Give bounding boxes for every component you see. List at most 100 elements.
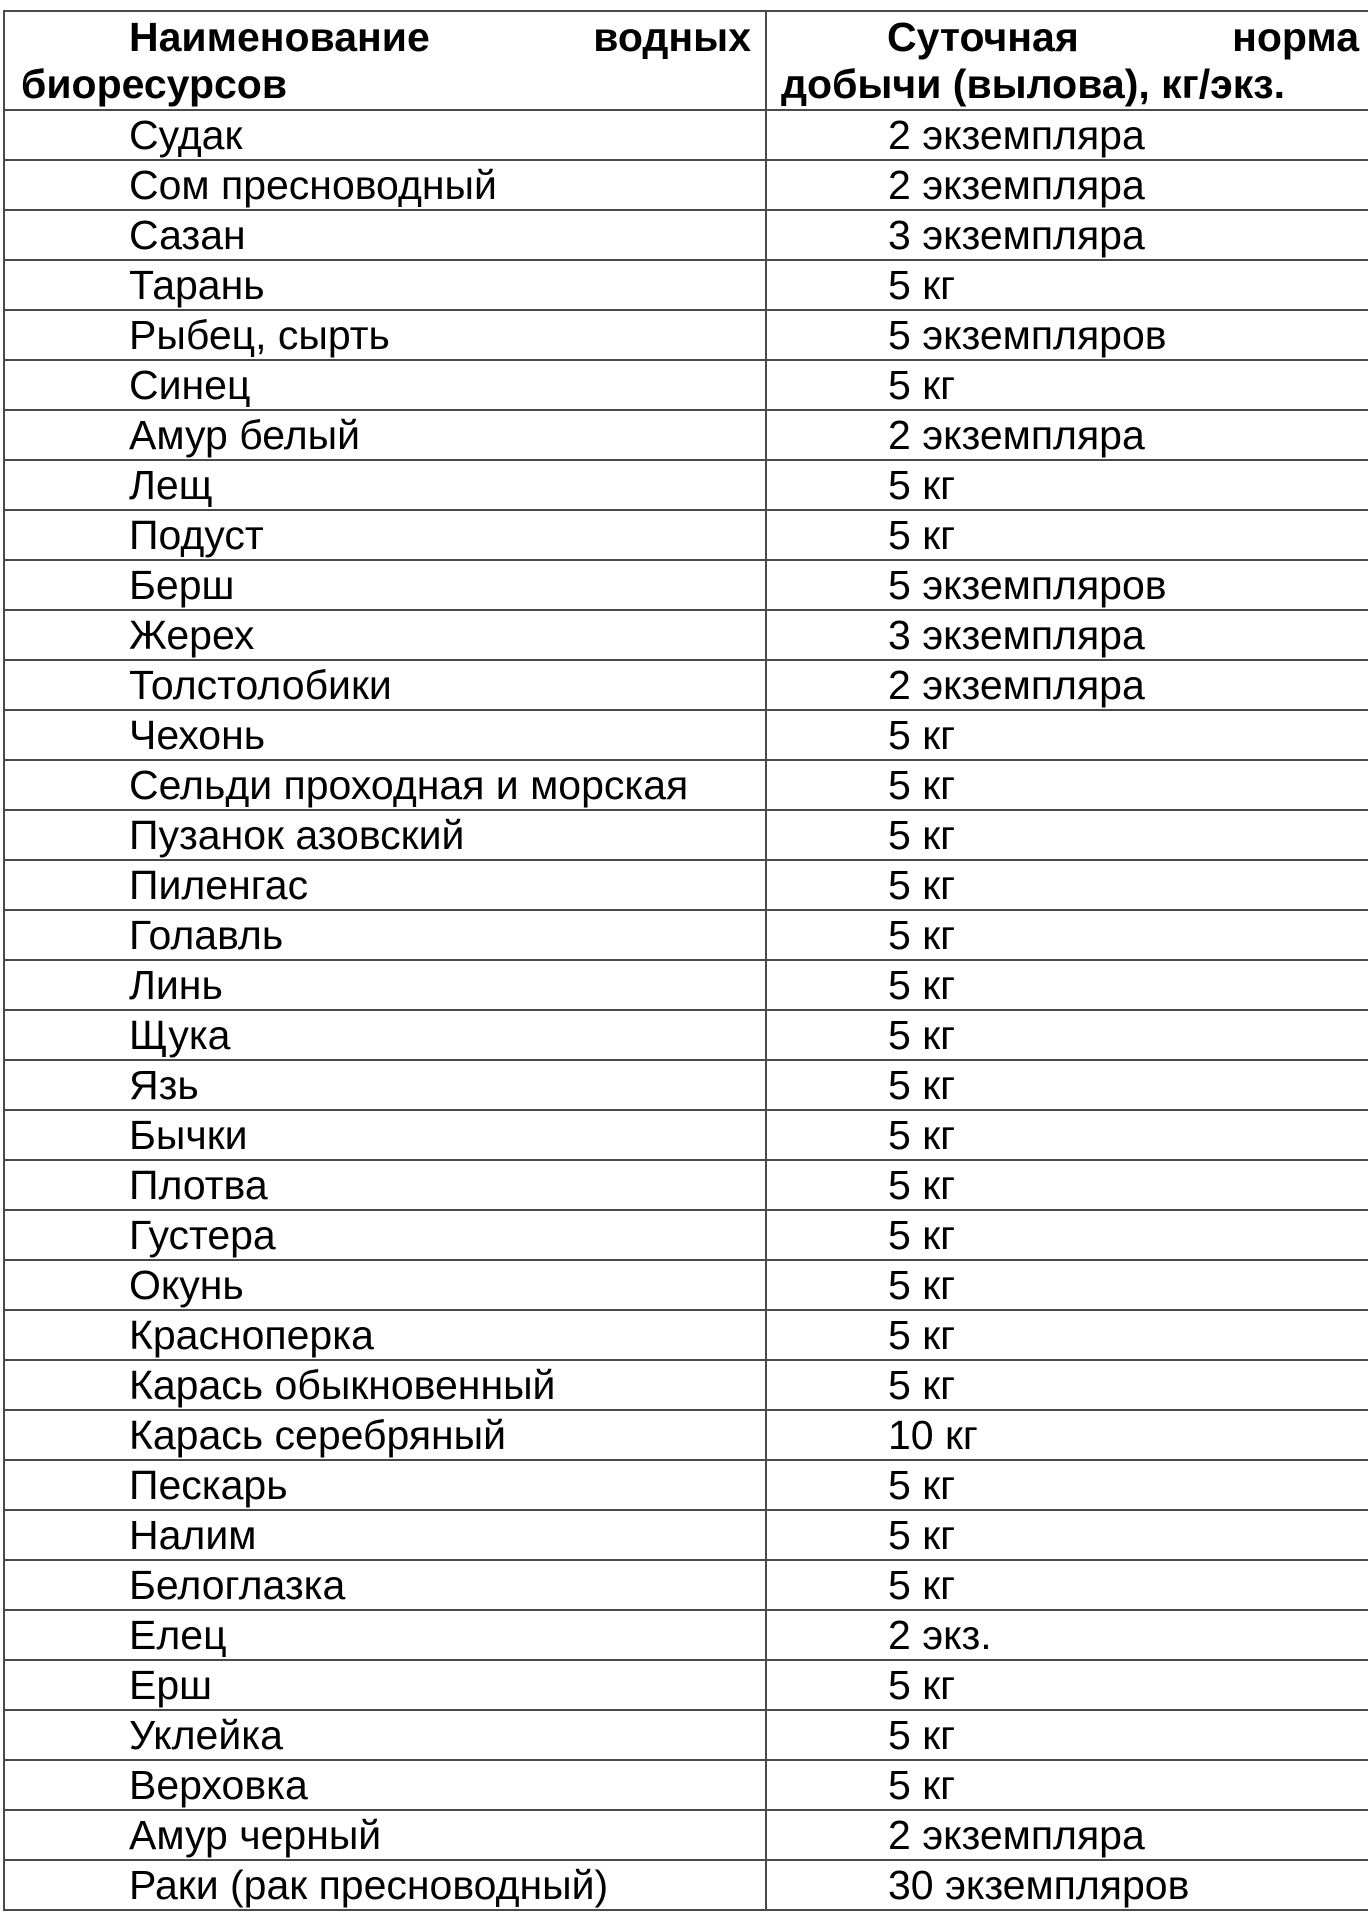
species-cell: Пузанок азовский	[3, 809, 767, 861]
table-row: Налим 5 кг	[3, 1509, 1368, 1561]
table-row: Пузанок азовский 5 кг	[3, 809, 1368, 861]
table-row: Елец 2 экз.	[3, 1609, 1368, 1661]
norm-cell: 5 кг	[765, 1159, 1368, 1211]
table-row: Амур черный 2 экземпляра	[3, 1809, 1368, 1861]
species-cell: Щука	[3, 1009, 767, 1061]
species-cell: Амур черный	[3, 1809, 767, 1861]
norm-cell: 5 кг	[765, 1659, 1368, 1711]
table-row: Толстолобики 2 экземпляра	[3, 659, 1368, 711]
norm-cell: 3 экземпляра	[765, 609, 1368, 661]
norm-cell: 10 кг	[765, 1409, 1368, 1461]
norm-cell: 5 кг	[765, 959, 1368, 1011]
species-cell: Язь	[3, 1059, 767, 1111]
species-cell: Берш	[3, 559, 767, 611]
norm-cell: 5 кг	[765, 909, 1368, 961]
species-cell: Сазан	[3, 209, 767, 261]
table-row: Белоглазка 5 кг	[3, 1559, 1368, 1611]
table-row: Раки (рак пресноводный) 30 экземпляров	[3, 1859, 1368, 1911]
species-cell: Ерш	[3, 1659, 767, 1711]
species-cell: Пескарь	[3, 1459, 767, 1511]
species-cell: Верховка	[3, 1759, 767, 1811]
norm-cell: 5 кг	[765, 1459, 1368, 1511]
table-row: Густера 5 кг	[3, 1209, 1368, 1261]
species-cell: Карась серебряный	[3, 1409, 767, 1461]
table-row: Верховка 5 кг	[3, 1759, 1368, 1811]
species-cell: Сельди проходная и морская	[3, 759, 767, 811]
norm-cell: 5 кг	[765, 359, 1368, 411]
norm-cell: 30 экземпляров	[765, 1859, 1368, 1911]
table-row: Бычки 5 кг	[3, 1109, 1368, 1161]
norm-cell: 2 экземпляра	[765, 409, 1368, 461]
norm-cell: 5 кг	[765, 1559, 1368, 1611]
species-cell: Окунь	[3, 1259, 767, 1311]
table-row: Язь 5 кг	[3, 1059, 1368, 1111]
catch-norms-table: Наименование водных биоресурсов Суточная…	[3, 10, 1368, 1911]
table-row: Жерех 3 экземпляра	[3, 609, 1368, 661]
norm-cell: 5 кг	[765, 859, 1368, 911]
table-row: Сазан 3 экземпляра	[3, 209, 1368, 261]
table-row: Уклейка 5 кг	[3, 1709, 1368, 1761]
table-row: Чехонь 5 кг	[3, 709, 1368, 761]
norm-cell: 5 кг	[765, 1059, 1368, 1111]
species-cell: Уклейка	[3, 1709, 767, 1761]
species-cell: Чехонь	[3, 709, 767, 761]
norm-cell: 5 кг	[765, 1259, 1368, 1311]
species-cell: Елец	[3, 1609, 767, 1661]
species-cell: Синец	[3, 359, 767, 411]
table-row: Сом пресноводный 2 экземпляра	[3, 159, 1368, 211]
table-row: Красноперка 5 кг	[3, 1309, 1368, 1361]
table-row: Пиленгас 5 кг	[3, 859, 1368, 911]
species-cell: Красноперка	[3, 1309, 767, 1361]
norm-cell: 2 экземпляра	[765, 159, 1368, 211]
norm-cell: 2 экз.	[765, 1609, 1368, 1661]
header-species: Наименование водных биоресурсов	[3, 10, 767, 111]
table-row: Плотва 5 кг	[3, 1159, 1368, 1211]
table-row: Рыбец, сырть 5 экземпляров	[3, 309, 1368, 361]
table-row: Сельди проходная и морская 5 кг	[3, 759, 1368, 811]
table-row: Ерш 5 кг	[3, 1659, 1368, 1711]
table-row: Подуст 5 кг	[3, 509, 1368, 561]
norm-cell: 5 кг	[765, 1359, 1368, 1411]
norm-cell: 5 кг	[765, 809, 1368, 861]
table-row: Линь 5 кг	[3, 959, 1368, 1011]
norm-cell: 2 экземпляра	[765, 659, 1368, 711]
species-cell: Налим	[3, 1509, 767, 1561]
species-cell: Пиленгас	[3, 859, 767, 911]
species-cell: Тарань	[3, 259, 767, 311]
norm-cell: 5 экземпляров	[765, 559, 1368, 611]
species-cell: Раки (рак пресноводный)	[3, 1859, 767, 1911]
norm-cell: 5 кг	[765, 1109, 1368, 1161]
norm-cell: 5 кг	[765, 259, 1368, 311]
table-row: Карась обыкновенный 5 кг	[3, 1359, 1368, 1411]
species-cell: Белоглазка	[3, 1559, 767, 1611]
norm-cell: 5 кг	[765, 759, 1368, 811]
species-cell: Подуст	[3, 509, 767, 561]
table-row: Амур белый 2 экземпляра	[3, 409, 1368, 461]
table-row: Тарань 5 кг	[3, 259, 1368, 311]
norm-cell: 5 кг	[765, 1509, 1368, 1561]
table-row: Щука 5 кг	[3, 1009, 1368, 1061]
norm-cell: 5 экземпляров	[765, 309, 1368, 361]
header-row: Наименование водных биоресурсов Суточная…	[3, 10, 1368, 111]
table-row: Карась серебряный 10 кг	[3, 1409, 1368, 1461]
norm-cell: 2 экземпляра	[765, 109, 1368, 161]
table-row: Берш 5 экземпляров	[3, 559, 1368, 611]
norm-cell: 5 кг	[765, 1709, 1368, 1761]
norm-cell: 5 кг	[765, 1759, 1368, 1811]
species-cell: Судак	[3, 109, 767, 161]
species-cell: Сом пресноводный	[3, 159, 767, 211]
table-row: Лещ 5 кг	[3, 459, 1368, 511]
species-cell: Лещ	[3, 459, 767, 511]
species-cell: Жерех	[3, 609, 767, 661]
norm-cell: 5 кг	[765, 709, 1368, 761]
species-cell: Амур белый	[3, 409, 767, 461]
species-cell: Густера	[3, 1209, 767, 1261]
norm-cell: 5 кг	[765, 1009, 1368, 1061]
header-daily-norm: Суточная норма добычи (вылова), кг/экз.	[765, 10, 1368, 111]
species-cell: Толстолобики	[3, 659, 767, 711]
norm-cell: 5 кг	[765, 459, 1368, 511]
norm-cell: 5 кг	[765, 509, 1368, 561]
species-cell: Линь	[3, 959, 767, 1011]
species-cell: Карась обыкновенный	[3, 1359, 767, 1411]
table-body: Судак 2 экземпляра Сом пресноводный 2 экзем…	[3, 109, 1368, 1911]
